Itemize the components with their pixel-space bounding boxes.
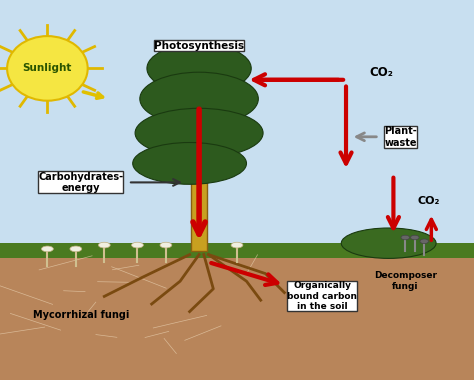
Ellipse shape — [140, 72, 258, 125]
Ellipse shape — [231, 242, 243, 248]
Ellipse shape — [133, 142, 246, 184]
Text: CO₂: CO₂ — [370, 66, 393, 79]
Ellipse shape — [160, 242, 172, 248]
Text: Organically
bound carbon
in the soil: Organically bound carbon in the soil — [287, 282, 357, 311]
Ellipse shape — [131, 242, 143, 248]
FancyBboxPatch shape — [0, 0, 474, 258]
FancyBboxPatch shape — [191, 57, 207, 251]
Text: Carbohydrates-
energy: Carbohydrates- energy — [38, 172, 123, 193]
Ellipse shape — [341, 228, 436, 258]
Ellipse shape — [147, 44, 251, 93]
Text: CO₂: CO₂ — [417, 196, 439, 206]
FancyBboxPatch shape — [0, 251, 474, 380]
Ellipse shape — [401, 235, 410, 240]
Text: Sunlight: Sunlight — [23, 63, 72, 73]
FancyBboxPatch shape — [0, 243, 474, 258]
Ellipse shape — [42, 246, 54, 252]
Text: Photosynthesis: Photosynthesis — [154, 41, 244, 51]
Ellipse shape — [410, 235, 419, 240]
Text: Decomposer
fungi: Decomposer fungi — [374, 271, 437, 291]
Text: Plant-
waste: Plant- waste — [384, 126, 417, 147]
Circle shape — [7, 36, 88, 101]
Text: Mycorrhizal fungi: Mycorrhizal fungi — [33, 310, 129, 320]
Ellipse shape — [70, 246, 82, 252]
Ellipse shape — [420, 239, 428, 244]
Ellipse shape — [99, 242, 110, 248]
Ellipse shape — [135, 108, 263, 158]
